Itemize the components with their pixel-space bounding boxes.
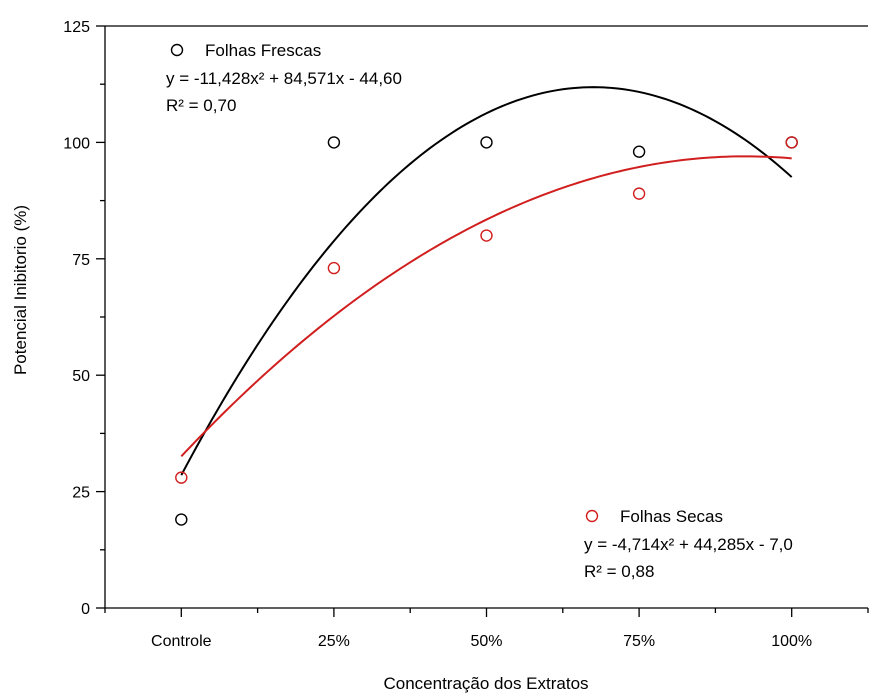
data-point-frescas: [175, 513, 188, 526]
y-tick-label: 0: [81, 601, 90, 618]
y-tick-label: 25: [72, 485, 90, 502]
x-tick-label: 75%: [623, 633, 655, 650]
equation-secas: y = -4,714x² + 44,285x - 7,0: [584, 535, 793, 554]
r2-secas: R² = 0,88: [584, 562, 654, 581]
x-ticks: Controle 25% 50% 75% 100%: [104, 608, 869, 650]
y-tick-label: 50: [72, 368, 90, 385]
trend-line-frescas: [180, 86, 793, 476]
data-point-secas: [175, 471, 188, 484]
y-ticks: 0 25 50 75 100 125: [63, 19, 105, 618]
equation-frescas: y = -11,428x² + 84,571x - 44,60: [166, 69, 402, 88]
data-point-secas: [327, 261, 341, 275]
data-point-secas: [480, 229, 493, 242]
y-tick-label: 75: [72, 252, 90, 269]
x-tick-label: 25%: [318, 633, 350, 650]
legend-marker-frescas: [170, 43, 184, 57]
data-points: [175, 136, 798, 526]
legend-label-secas: Folhas Secas: [620, 507, 723, 526]
trend-lines: [180, 86, 793, 476]
legend-folhas-frescas: Folhas Frescas y = -11,428x² + 84,571x -…: [166, 41, 402, 115]
data-point-frescas: [480, 136, 493, 149]
x-tick-label: 50%: [470, 633, 502, 650]
data-point-frescas: [327, 136, 341, 149]
x-tick-label: Controle: [151, 633, 212, 650]
legend-marker-secas: [585, 509, 599, 523]
trend-line-secas: [180, 155, 792, 458]
data-point-secas: [785, 136, 798, 149]
x-axis-label: Concentração dos Extratos: [383, 674, 588, 693]
data-point-secas: [632, 187, 646, 200]
r2-frescas: R² = 0,70: [166, 96, 236, 115]
legend-label-frescas: Folhas Frescas: [205, 41, 321, 60]
legend-folhas-secas: Folhas Secas y = -4,714x² + 44,285x - 7,…: [584, 507, 793, 581]
y-axis-label: Potencial Inibitorio (%): [11, 205, 30, 375]
y-tick-label: 100: [63, 135, 90, 152]
y-tick-label: 125: [63, 19, 90, 36]
data-point-frescas: [632, 145, 646, 158]
x-tick-label: 100%: [771, 633, 812, 650]
